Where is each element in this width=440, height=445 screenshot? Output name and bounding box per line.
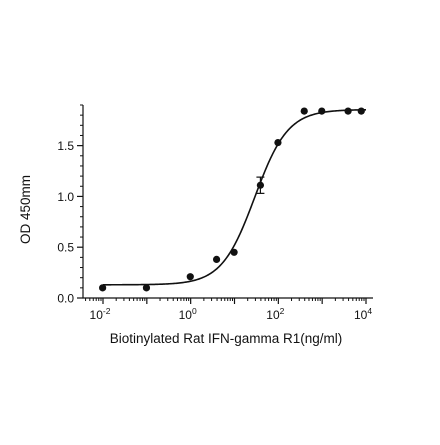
x-tick-label-0: 10-2 — [90, 306, 111, 322]
y-axis-title: OD 450mm — [18, 175, 33, 244]
axes: 0.0 0.5 1.0 1.5 10-2 100 102 104 — [57, 104, 373, 322]
y-tick-label-0: 0.0 — [57, 292, 74, 306]
data-point-2 — [186, 273, 194, 281]
data-points — [99, 107, 365, 292]
data-point-3 — [212, 255, 221, 263]
x-axis-title: Biotinylated Rat IFN-gamma R1(ng/ml) — [110, 331, 343, 346]
y-tick-label-2: 1.0 — [57, 190, 74, 204]
y-tick-label-1: 0.5 — [57, 241, 74, 255]
data-point-8 — [318, 107, 326, 115]
x-tick-label-2: 102 — [266, 306, 284, 322]
data-point-6 — [274, 138, 282, 147]
data-point-9 — [344, 107, 352, 115]
fit-curve — [103, 108, 367, 286]
fit-curve-layer — [103, 108, 367, 286]
data-point-10 — [357, 107, 365, 115]
data-point-5 — [256, 181, 265, 189]
x-tick-label-1: 100 — [179, 306, 197, 322]
data-point-0 — [99, 284, 107, 292]
y-tick-label-3: 1.5 — [57, 139, 74, 153]
data-point-7 — [300, 107, 308, 115]
x-tick-label-3: 104 — [354, 306, 372, 322]
data-point-1 — [142, 284, 151, 292]
data-point-4 — [230, 248, 238, 256]
